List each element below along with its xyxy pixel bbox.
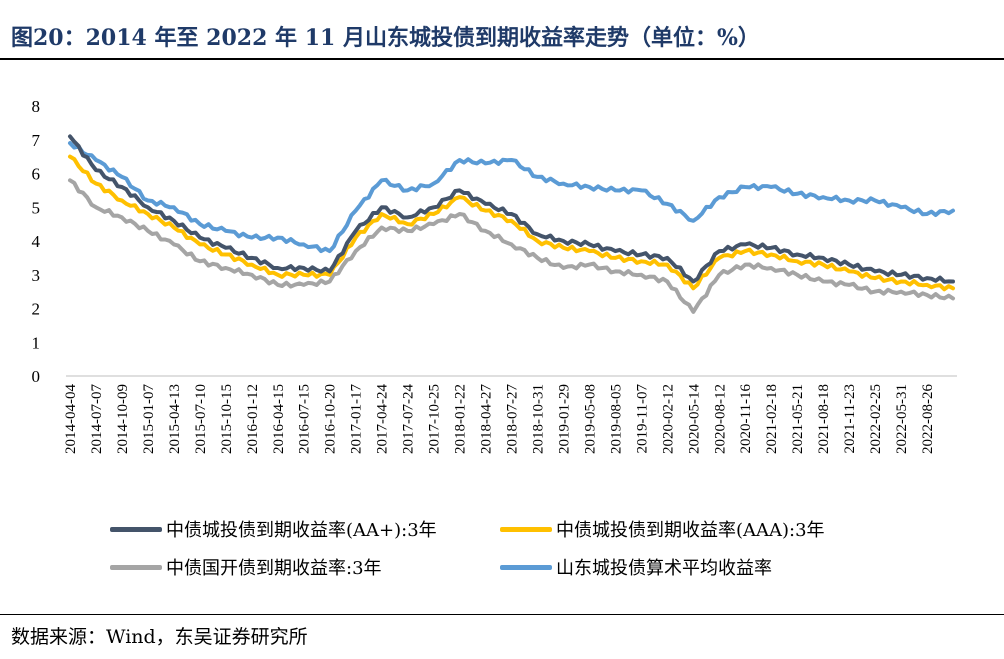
x-tick-label: 2017-04-24 xyxy=(375,384,391,454)
y-tick-label: 1 xyxy=(32,333,41,352)
x-tick-label: 2021-02-18 xyxy=(764,384,780,454)
x-tick-label: 2016-10-20 xyxy=(323,384,339,454)
legend-swatch-aaa xyxy=(500,526,552,532)
series-line-1 xyxy=(68,134,955,284)
series-line-3 xyxy=(68,178,955,314)
y-tick-label: 2 xyxy=(32,300,41,319)
legend-label-aaa: 中债城投债到期收益率(AAA):3年 xyxy=(556,520,825,541)
x-tick-label: 2019-01-29 xyxy=(556,384,572,454)
x-tick-label: 2019-05-08 xyxy=(582,384,598,454)
legend-item-aaa: 中债城投债到期收益率(AAA):3年 xyxy=(500,516,825,542)
x-tick-label: 2019-08-05 xyxy=(608,384,624,454)
x-tick-label: 2022-05-31 xyxy=(894,384,910,454)
x-tick-label: 2019-11-07 xyxy=(634,384,650,454)
y-tick-label: 4 xyxy=(32,232,41,251)
x-tick-label: 2022-02-25 xyxy=(868,384,884,454)
legend-label-shandong: 山东城投债算术平均收益率 xyxy=(556,558,772,579)
y-tick-label: 8 xyxy=(32,97,41,116)
top-divider xyxy=(0,58,1004,60)
legend-swatch-aa-plus xyxy=(110,526,162,532)
x-tick-label: 2021-08-18 xyxy=(816,384,832,454)
x-tick-label: 2018-01-22 xyxy=(453,384,469,454)
x-tick-label: 2020-11-16 xyxy=(738,384,754,454)
x-tick-label: 2014-07-07 xyxy=(89,384,105,454)
x-tick-label: 2018-07-27 xyxy=(505,384,521,454)
x-tick-label: 2020-08-12 xyxy=(712,384,728,454)
x-tick-label: 2017-01-17 xyxy=(349,384,365,454)
x-tick-label: 2016-07-15 xyxy=(297,384,313,454)
series-line-0 xyxy=(68,141,955,254)
x-tick-label: 2014-10-09 xyxy=(115,384,131,454)
legend-item-cdb: 中债国开债到期收益率:3年 xyxy=(110,554,382,580)
x-tick-label: 2017-10-25 xyxy=(427,384,443,454)
source-note: 数据来源：Wind，东吴证券研究所 xyxy=(11,626,308,648)
y-tick-label: 6 xyxy=(32,165,41,184)
legend-item-aa-plus: 中债城投债到期收益率(AA+):3年 xyxy=(110,516,437,542)
x-tick-label: 2018-10-31 xyxy=(530,384,546,454)
legend-label-cdb: 中债国开债到期收益率:3年 xyxy=(166,558,382,579)
y-tick-label: 5 xyxy=(32,198,41,217)
line-chart: 0 1 2 3 4 5 6 7 8 2014-04-04 2014-07-07 2014-10-09 2… xyxy=(32,97,957,454)
y-tick-label: 0 xyxy=(32,367,41,386)
y-tick-label: 7 xyxy=(32,131,41,150)
x-tick-label: 2015-07-10 xyxy=(193,384,209,454)
x-tick-label: 2021-11-23 xyxy=(842,384,858,453)
x-tick-label: 2016-04-15 xyxy=(271,384,287,454)
x-tick-label: 2016-01-12 xyxy=(245,384,261,454)
y-tick-label: 3 xyxy=(32,266,41,285)
chart-title: 图20：2014 年至 2022 年 11 月山东城投债到期收益率走势（单位：%… xyxy=(11,25,760,51)
x-tick-label: 2020-02-12 xyxy=(660,384,676,454)
chart-legend: 中债城投债到期收益率(AA+):3年 中债城投债到期收益率(AAA):3年 中债… xyxy=(110,516,990,606)
legend-swatch-shandong xyxy=(500,564,552,570)
x-tick-label: 2017-07-24 xyxy=(401,384,417,454)
x-tick-label: 2015-04-13 xyxy=(167,384,183,454)
x-tick-label: 2020-05-14 xyxy=(686,384,702,454)
x-tick-label: 2015-10-15 xyxy=(219,384,235,454)
x-tick-label: 2014-04-04 xyxy=(63,384,79,454)
series-line-2 xyxy=(68,154,955,292)
x-tick-label: 2015-01-07 xyxy=(141,384,157,454)
x-tick-label: 2018-04-27 xyxy=(479,384,495,454)
legend-swatch-cdb xyxy=(110,564,162,570)
x-tick-label: 2022-08-26 xyxy=(920,384,936,454)
bottom-divider xyxy=(0,614,1004,615)
legend-item-shandong: 山东城投债算术平均收益率 xyxy=(500,554,772,580)
legend-label-aa-plus: 中债城投债到期收益率(AA+):3年 xyxy=(166,520,437,541)
x-tick-label: 2021-05-21 xyxy=(790,384,806,454)
